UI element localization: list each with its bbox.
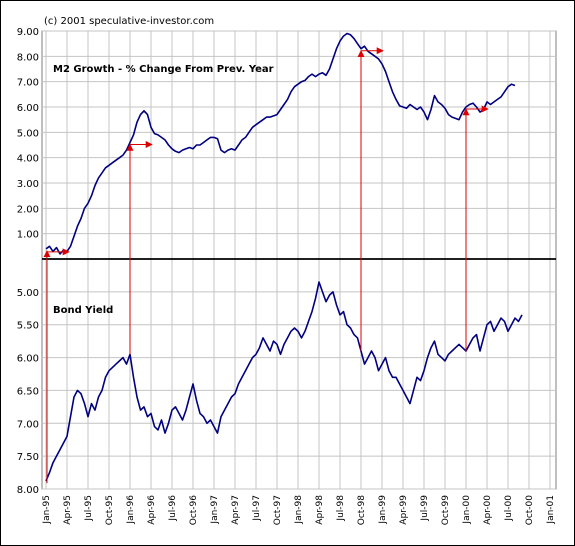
- y-tick-label: 1.00: [17, 230, 39, 241]
- annotation-arrows: [43, 47, 489, 484]
- x-tick-label: Jul-98: [336, 495, 346, 522]
- bottom-panel-title: Bond Yield: [53, 305, 113, 316]
- y-tick-label: 5.50: [17, 321, 39, 332]
- x-tick-label: Jan-01: [546, 495, 556, 525]
- chart-credit: (c) 2001 speculative-investor.com: [44, 16, 214, 27]
- y-tick-label: 5.00: [17, 288, 39, 299]
- x-tick-label: Jul-99: [420, 495, 430, 522]
- x-tick-label: Jul-97: [252, 495, 262, 522]
- x-tick-label: Oct-96: [189, 495, 199, 526]
- y-tick-label: 6.00: [17, 354, 39, 365]
- x-tick-label: Oct-98: [357, 495, 367, 526]
- y-tick-label: 6.00: [17, 103, 39, 114]
- series-line-m2-growth: [45, 32, 516, 255]
- y-tick-label: 2.00: [17, 204, 39, 215]
- y-tick-label: 8.00: [17, 485, 39, 496]
- y-tick-label: 7.00: [17, 78, 39, 89]
- series-line-bond-yield: [45, 281, 523, 482]
- plot-area: [41, 30, 557, 490]
- x-tick-label: Jan-96: [126, 495, 136, 525]
- y-tick-label: 4.00: [17, 154, 39, 165]
- x-tick-label: Apr-97: [231, 495, 241, 525]
- y-tick-label: 9.00: [17, 27, 39, 38]
- x-tick-label: Jan-98: [294, 495, 304, 525]
- x-tick-label: Jul-95: [84, 495, 94, 522]
- y-tick-label: 6.50: [17, 386, 39, 397]
- x-tick-label: Apr-98: [315, 495, 325, 525]
- x-tick-label: Jan-00: [462, 495, 472, 525]
- y-axis-ticks: 1.00 2.00 3.00 4.00 5.00 6.00 7.00 8.00 9.00 5.00…: [17, 27, 39, 496]
- x-tick-label: Oct-97: [273, 495, 283, 525]
- x-tick-label: Jul-00: [504, 495, 514, 522]
- x-tick-label: Oct-95: [105, 495, 115, 525]
- series-lines: [45, 32, 523, 482]
- x-tick-label: Jan-95: [42, 495, 52, 525]
- x-tick-label: Apr-99: [399, 495, 409, 525]
- x-tick-label: Oct-99: [441, 495, 451, 526]
- top-panel-title: M2 Growth - % Change From Prev. Year: [53, 64, 274, 75]
- x-tick-label: Oct-00: [525, 495, 535, 526]
- x-tick-label: Apr-95: [63, 495, 73, 525]
- x-tick-label: Apr-96: [147, 495, 157, 525]
- x-tick-label: Jan-99: [378, 495, 388, 525]
- x-tick-label: Apr-00: [483, 495, 493, 525]
- y-tick-label: 7.50: [17, 452, 39, 463]
- x-tick-label: Jul-96: [168, 495, 178, 522]
- y-tick-label: 3.00: [17, 179, 39, 190]
- y-tick-label: 5.00: [17, 128, 39, 139]
- y-tick-label: 8.00: [17, 52, 39, 63]
- y-tick-label: 7.00: [17, 419, 39, 430]
- x-tick-label: Jan-97: [210, 495, 220, 525]
- x-axis-ticks: Jan-95 Apr-95 Jul-95 Oct-95 Jan-96 Apr-96 Jul-…: [42, 495, 556, 526]
